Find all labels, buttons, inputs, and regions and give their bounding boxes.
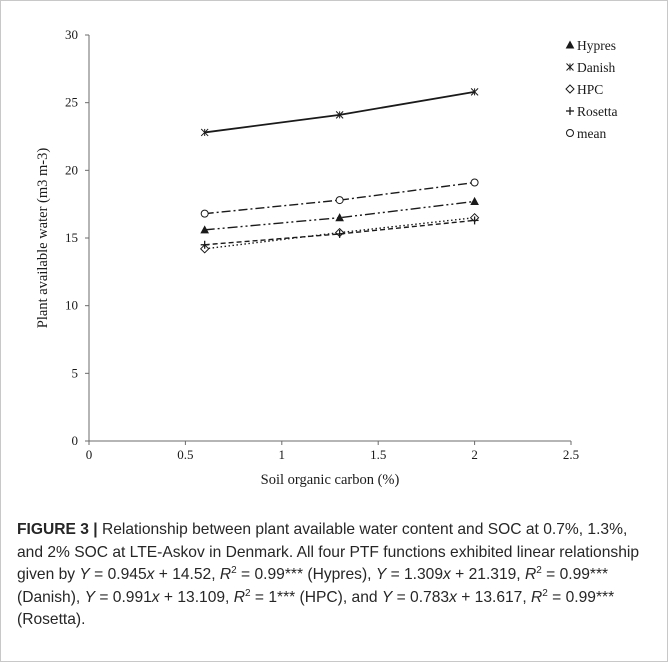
x-tick-label: 1 — [279, 447, 286, 462]
series-rosetta-marker — [470, 216, 479, 225]
series-hypres-marker — [335, 213, 344, 222]
series-hypres-marker — [470, 196, 479, 205]
legend-hpc-marker — [565, 84, 575, 94]
series-mean-line — [204, 181, 475, 215]
y-tick-label: 5 — [72, 365, 79, 380]
series-mean-marker — [200, 209, 209, 218]
series-hpc-marker — [199, 244, 210, 254]
y-tick-label: 0 — [72, 433, 79, 448]
legend-hpc-label: HPC — [577, 82, 603, 97]
legend-danish-label: Danish — [577, 60, 615, 75]
x-tick-label: 2 — [471, 447, 478, 462]
x-tick-label: 0.5 — [177, 447, 193, 462]
legend-mean-label: mean — [577, 126, 606, 141]
x-tick-label: 1.5 — [370, 447, 386, 462]
series-rosetta-marker — [200, 240, 209, 249]
y-tick-label: 25 — [65, 95, 78, 110]
caption-equation: Y = 0.945x + 14.52, R2 = 0.99*** (Hypres… — [79, 564, 376, 583]
y-tick-label: 15 — [65, 230, 78, 245]
series-hypres-marker — [200, 225, 210, 234]
y-axis-label: Plant available water (m3 m-3) — [35, 148, 51, 329]
x-axis-label: Soil organic carbon (%) — [261, 472, 400, 488]
y-tick-label: 30 — [65, 27, 78, 42]
series-mean — [200, 178, 479, 218]
figure-caption: FIGURE 3 | Relationship between plant av… — [17, 519, 657, 632]
legend-mean: mean — [566, 126, 606, 141]
series-danish-marker — [200, 128, 209, 137]
x-tick-label: 0 — [86, 447, 93, 462]
series-rosetta — [200, 216, 479, 249]
legend-hpc: HPC — [565, 82, 603, 97]
caption-equations: Y = 0.945x + 14.52, R2 = 0.99*** (Hypres… — [17, 564, 615, 628]
series-danish — [200, 87, 479, 137]
legend-danish-marker — [566, 63, 574, 71]
legend-rosetta: Rosetta — [566, 104, 618, 119]
chart-svg: 0 5 10 15 20 25 30 0 0.5 1 1.5 2 2.5 Hypres Danish HPC… — [35, 27, 618, 488]
caption-equation: Y = 1.309x + 21.319, R2 = 0.99*** (Danis… — [17, 564, 609, 606]
caption-text: Relationship between plant available wat… — [17, 521, 640, 583]
x-tick-label: 2.5 — [563, 447, 579, 462]
figure-label: FIGURE 3 | — [17, 521, 98, 538]
series-mean-marker — [335, 196, 344, 205]
legend-hypres-marker — [565, 40, 575, 49]
series-danish-marker — [470, 87, 479, 96]
legend-mean-marker — [566, 129, 574, 137]
series-rosetta-marker — [335, 229, 344, 238]
legend-hypres: Hypres — [565, 38, 616, 53]
series-mean-marker — [470, 178, 479, 187]
series-danish-marker — [335, 110, 344, 119]
y-tick-label: 20 — [65, 162, 78, 177]
legend-rosetta-marker — [566, 107, 574, 115]
series-rosetta-line — [204, 219, 475, 246]
series-hypres-line — [204, 200, 475, 231]
legend-hypres-label: Hypres — [577, 38, 616, 53]
series-hypres — [200, 196, 479, 234]
legend-danish: Danish — [566, 60, 615, 75]
y-tick-label: 10 — [65, 298, 78, 313]
legend-rosetta-label: Rosetta — [577, 104, 618, 119]
caption-equation: Y = 0.991x + 13.109, R2 = 1*** (HPC), an… — [84, 587, 382, 606]
series-hpc-line — [204, 217, 475, 250]
caption-equation: Y = 0.783x + 13.617, R2 = 0.99*** (Roset… — [17, 587, 615, 628]
